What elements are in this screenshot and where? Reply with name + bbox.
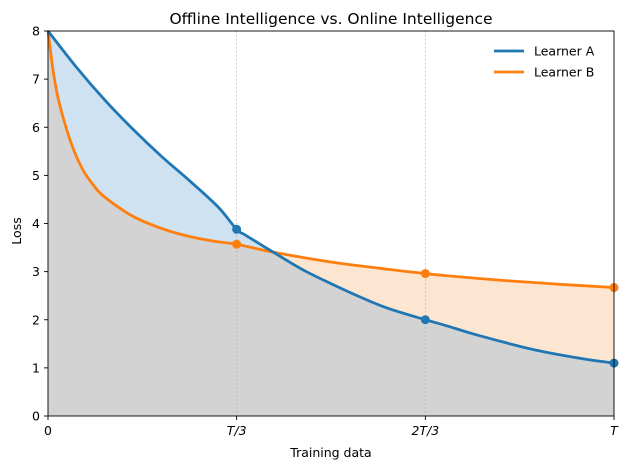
y-tick-label-7: 6 bbox=[32, 120, 40, 135]
chart-title: Offline Intelligence vs. Online Intellig… bbox=[169, 10, 492, 28]
marker-learner-b-2 bbox=[420, 269, 430, 279]
series-line-learner-b bbox=[46, 30, 615, 289]
y-tick-label-5: 4 bbox=[32, 216, 40, 231]
gap-area-learner-a bbox=[48, 31, 614, 364]
x-tick-label-2: T/3 bbox=[227, 423, 247, 438]
y-tick-label-8: 7 bbox=[32, 72, 40, 87]
y-tick-label-3: 2 bbox=[32, 312, 40, 327]
x-axis-label: Training data bbox=[289, 445, 371, 460]
legend-label-learner-a: Learner A bbox=[534, 44, 595, 59]
shared-area bbox=[48, 31, 614, 416]
y-tick-label-4: 3 bbox=[32, 264, 40, 279]
marker-learner-b-1 bbox=[232, 239, 242, 249]
marker-learner-a-1 bbox=[232, 224, 242, 234]
y-tick-label-1: 0 bbox=[32, 409, 40, 424]
x-tick-label-3: 2T/3 bbox=[411, 423, 439, 438]
y-tick-label-6: 5 bbox=[32, 168, 40, 183]
legend-label-learner-b: Learner B bbox=[534, 65, 594, 80]
x-tick-label-4: T bbox=[610, 423, 619, 438]
x-tick-label-1: 0 bbox=[44, 423, 52, 438]
plot-area: 0 T/3 2T/3 T 0 1 2 3 4 5 6 7 8 Learner A Learner B bbox=[32, 24, 619, 439]
series-line-learner-a bbox=[46, 30, 615, 365]
y-axis-label: Loss bbox=[9, 217, 24, 244]
marker-learner-a-2 bbox=[420, 315, 430, 325]
y-tick-label-2: 1 bbox=[32, 360, 40, 375]
y-tick-label-9: 8 bbox=[32, 24, 40, 39]
gap-area-learner-b bbox=[48, 31, 614, 364]
